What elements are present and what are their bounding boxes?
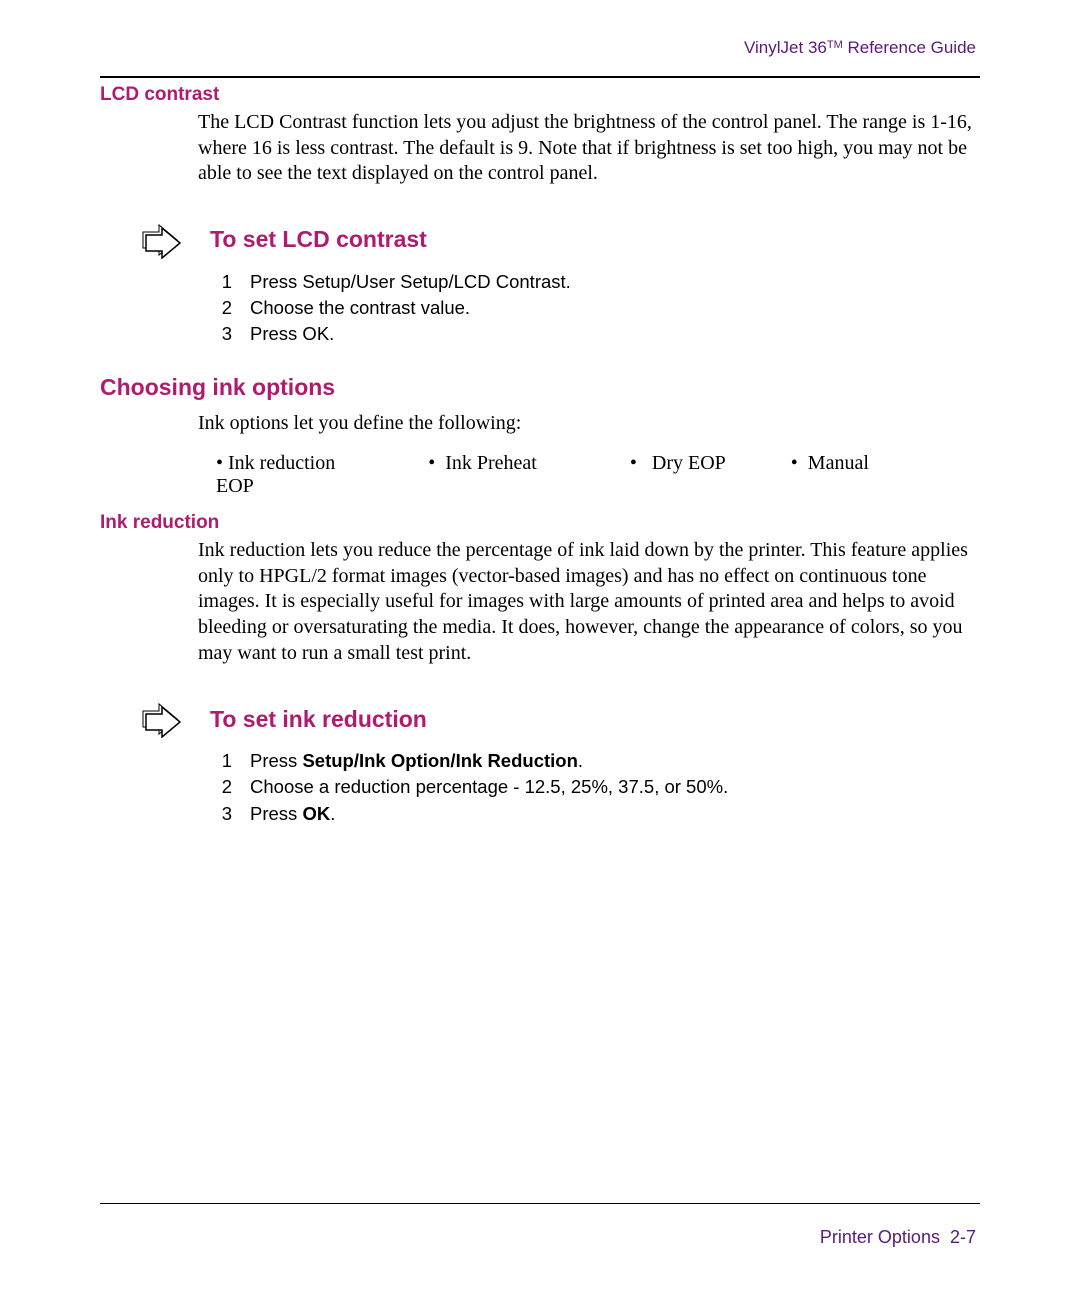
list-item: • Ink Preheat	[428, 452, 581, 474]
step-prefix: Press	[250, 803, 302, 824]
step-bold: Setup/Ink Option/Ink Reduction	[302, 750, 577, 771]
step-bold: OK	[302, 803, 330, 824]
item-label: Ink reduction	[228, 452, 335, 474]
ink-options-list: • Ink reduction • Ink Preheat • Dry EOP …	[216, 452, 980, 498]
step-text: Choose the contrast value.	[250, 295, 470, 321]
arrow-right-icon	[140, 700, 182, 738]
page-header: VinylJet 36TM Reference Guide	[100, 38, 980, 58]
step-text: Press OK.	[250, 321, 334, 347]
steps-ink-reduction: 1 Press Setup/Ink Option/Ink Reduction. …	[218, 748, 980, 827]
footer-page: 2-7	[950, 1227, 976, 1247]
page-footer: Printer Options 2-7	[820, 1227, 976, 1248]
heading-lcd-contrast: LCD contrast	[100, 84, 980, 106]
para-lcd-contrast: The LCD Contrast function lets you adjus…	[198, 110, 978, 187]
header-tm: TM	[827, 39, 843, 51]
rule-top	[100, 76, 980, 78]
list-item: 3 Press OK.	[218, 801, 980, 827]
list-item: 1 Press Setup/Ink Option/Ink Reduction.	[218, 748, 980, 774]
list-item: 3Press OK.	[218, 321, 980, 347]
task-title-lcd: To set LCD contrast	[210, 226, 427, 253]
list-item: 2Choose the contrast value.	[218, 295, 980, 321]
list-item: • Ink reduction	[216, 452, 379, 474]
task-set-ink-reduction: To set ink reduction	[140, 700, 980, 738]
step-prefix: Press	[250, 750, 302, 771]
para-ink-reduction: Ink reduction lets you reduce the percen…	[198, 538, 978, 666]
step-text: Choose a reduction percentage - 12.5, 25…	[250, 774, 728, 800]
step-text: Press Setup/User Setup/LCD Contrast.	[250, 269, 571, 295]
item-label: Dry EOP	[652, 452, 726, 474]
para-choosing-intro: Ink options let you define the following…	[198, 411, 978, 437]
footer-section: Printer Options	[820, 1227, 940, 1247]
rule-bottom	[100, 1203, 980, 1204]
step-suffix: .	[330, 803, 335, 824]
steps-lcd: 1Press Setup/User Setup/LCD Contrast. 2C…	[218, 269, 980, 348]
header-product: VinylJet 36	[744, 38, 827, 57]
header-suffix: Reference Guide	[843, 38, 976, 57]
list-item: • Dry EOP	[630, 452, 770, 474]
arrow-right-icon	[140, 221, 182, 259]
task-title-ink-reduction: To set ink reduction	[210, 706, 427, 733]
list-item: 2Choose a reduction percentage - 12.5, 2…	[218, 774, 980, 800]
step-text: Press OK.	[250, 801, 335, 827]
step-suffix: .	[578, 750, 583, 771]
heading-choosing-ink: Choosing ink options	[100, 374, 980, 401]
heading-ink-reduction: Ink reduction	[100, 512, 980, 534]
task-set-lcd-contrast: To set LCD contrast	[140, 221, 980, 259]
item-label: Ink Preheat	[445, 452, 537, 474]
step-text: Press Setup/Ink Option/Ink Reduction.	[250, 748, 583, 774]
list-item: 1Press Setup/User Setup/LCD Contrast.	[218, 269, 980, 295]
